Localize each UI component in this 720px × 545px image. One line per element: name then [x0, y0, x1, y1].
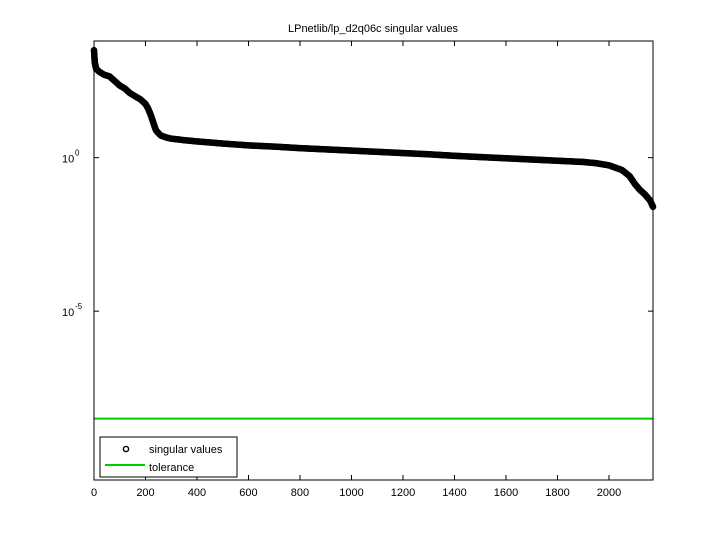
y-tick-label-0: 10 [62, 154, 74, 166]
x-tick-label-1200: 1200 [391, 487, 415, 499]
x-tick-label-1400: 1400 [442, 487, 466, 499]
x-tick-label-200: 200 [136, 487, 154, 499]
y-tick-exponent-1: -5 [75, 302, 83, 311]
legend: singular values tolerance [99, 436, 238, 478]
y-tick-exponent-0: 0 [75, 149, 80, 158]
plot-layer [90, 46, 657, 420]
x-tick-label-0: 0 [91, 487, 97, 499]
legend-label-singular-values: singular values [149, 444, 223, 456]
plot-frame [93, 40, 654, 481]
x-tick-label-800: 800 [291, 487, 309, 499]
x-tick-label-1800: 1800 [545, 487, 569, 499]
x-tick-label-2000: 2000 [597, 487, 621, 499]
x-tick-label-1000: 1000 [339, 487, 363, 499]
x-tick-label-600: 600 [239, 487, 257, 499]
legend-box [99, 436, 238, 478]
chart-title: LPnetlib/lp_d2q06c singular values [288, 23, 459, 35]
x-tick-label-1600: 1600 [494, 487, 518, 499]
legend-marker-singular-values [122, 445, 130, 453]
legend-label-tolerance: tolerance [149, 462, 194, 474]
x-tick-label-400: 400 [188, 487, 206, 499]
axes-layer: 0 200 400 600 800 1000 1200 1400 1600 1800 2000100… [62, 41, 653, 499]
y-tick-label-1: 10 [62, 307, 74, 319]
singular-values-series [90, 46, 657, 211]
